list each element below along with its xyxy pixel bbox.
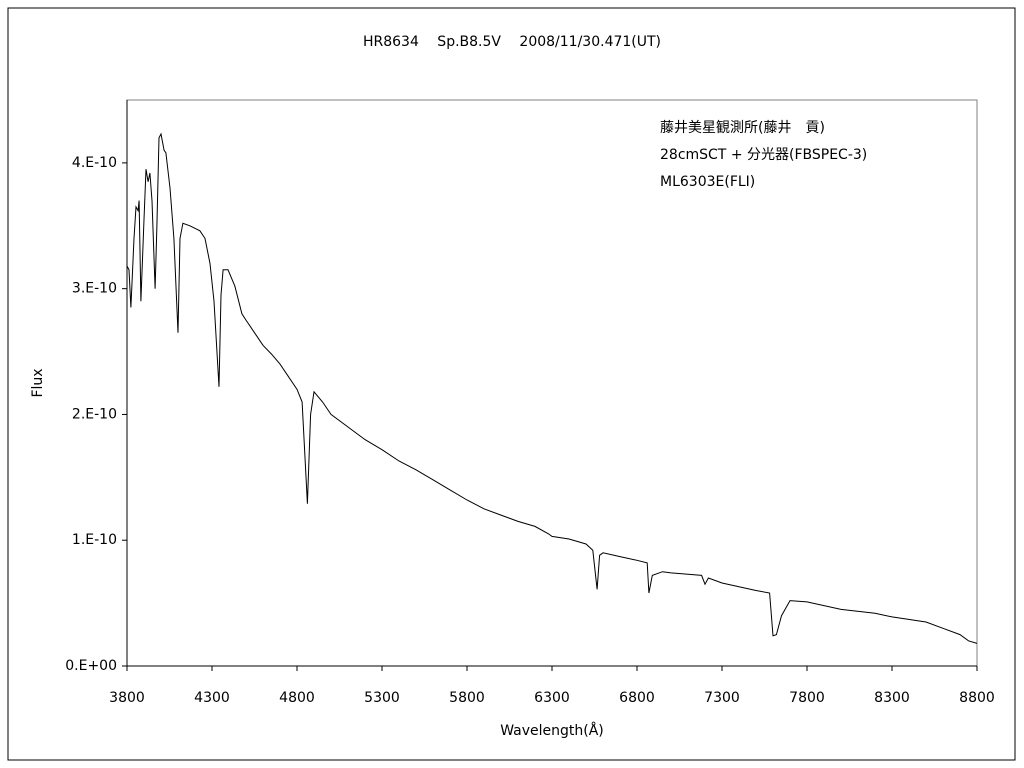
chart-title: HR8634 Sp.B8.5V 2008/11/30.471(UT) xyxy=(363,34,661,50)
x-tick-label: 7300 xyxy=(704,690,740,706)
spectrum-line xyxy=(126,132,978,644)
x-tick-label: 4300 xyxy=(194,690,230,706)
x-tick-label: 8300 xyxy=(874,690,910,706)
annotation: 藤井美星観測所(藤井 貢) xyxy=(660,119,825,136)
y-tick-label: 4.E-10 xyxy=(72,155,117,171)
x-tick-label: 4800 xyxy=(279,690,315,706)
annotation: 28cmSCT + 分光器(FBSPEC-3) xyxy=(660,147,867,163)
y-tick-label: 2.E-10 xyxy=(72,406,117,422)
annotation: ML6303E(FLI) xyxy=(660,174,755,190)
x-tick-label: 8800 xyxy=(959,690,995,706)
y-axis-label: Flux xyxy=(30,368,46,397)
x-axis-label: Wavelength(Å) xyxy=(500,722,604,739)
y-tick-label: 3.E-10 xyxy=(72,281,117,297)
y-tick-label: 1.E-10 xyxy=(72,532,117,548)
x-tick-label: 7800 xyxy=(789,690,825,706)
x-tick-label: 5300 xyxy=(364,690,400,706)
x-tick-label: 3800 xyxy=(109,690,145,706)
x-tick-label: 6300 xyxy=(534,690,570,706)
x-tick-label: 5800 xyxy=(449,690,485,706)
y-tick-label: 0.E+00 xyxy=(65,658,117,674)
plot-area xyxy=(126,99,978,667)
x-tick-label: 6800 xyxy=(619,690,655,706)
